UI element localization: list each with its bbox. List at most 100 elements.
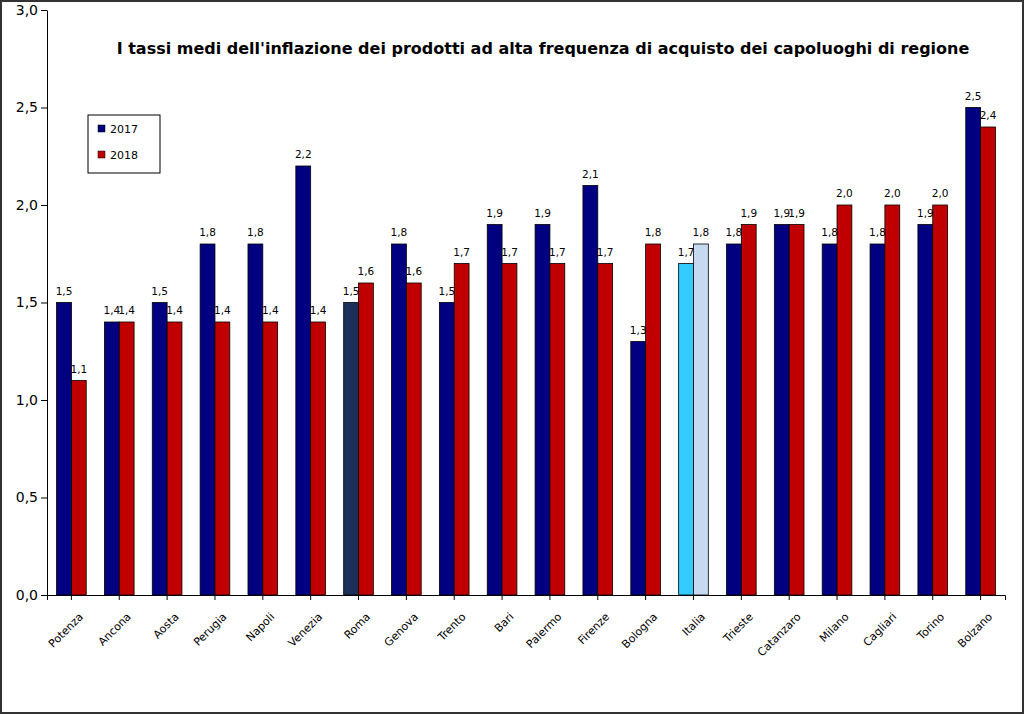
data-label: 1,4: [214, 304, 231, 316]
bar: [71, 381, 86, 596]
data-label: 1,9: [788, 207, 805, 219]
x-axis-line: [48, 596, 1006, 601]
legend-label: 2017: [110, 123, 138, 136]
bar: [104, 322, 119, 595]
bar: [215, 322, 230, 595]
bar: [502, 264, 517, 596]
bar: [359, 283, 374, 595]
data-label: 1,8: [869, 226, 886, 238]
x-tick-label: Aosta: [151, 610, 182, 641]
data-label: 1,9: [917, 207, 934, 219]
y-tick-label: 1,5: [16, 294, 38, 310]
x-tick-mark: [167, 595, 168, 600]
bar: [583, 186, 598, 596]
x-tick: Genova: [382, 595, 421, 649]
x-tick-label: Bolzano: [955, 610, 995, 650]
x-tick-mark: [645, 595, 646, 600]
y-tick: 0,0: [16, 587, 47, 603]
x-tick-label: Torino: [914, 610, 947, 643]
data-label: 1,9: [486, 207, 503, 219]
data-label: 1,5: [343, 285, 360, 297]
x-tick-mark: [980, 595, 981, 600]
legend-box: [88, 115, 160, 173]
x-tick-mark: [262, 595, 263, 600]
x-tick-mark: [932, 595, 933, 600]
bar: [487, 225, 502, 596]
x-tick-label: Potenza: [46, 610, 86, 650]
x-tick-mark: [310, 595, 311, 600]
y-tick-mark: [41, 205, 47, 206]
title: I tassi medi dell'inflazione dei prodott…: [117, 39, 970, 58]
bar: [679, 264, 694, 596]
bar: [870, 244, 885, 595]
data-label: 2,0: [884, 187, 901, 199]
bar: [885, 205, 900, 595]
x-tick-label: Cagliari: [861, 610, 900, 649]
x-tick: Venezia: [286, 595, 325, 650]
x-tick-label: Roma: [342, 610, 373, 641]
x-tick-label: Palermo: [524, 610, 565, 651]
y-tick-mark: [41, 498, 47, 499]
data-label: 1,8: [247, 226, 264, 238]
data-label: 1,7: [597, 246, 614, 258]
y-tick-mark: [41, 108, 47, 109]
bar: [263, 322, 278, 595]
bar: [535, 225, 550, 596]
x-tick-mark: [884, 595, 885, 600]
chart: 1,51,41,51,81,82,21,51,81,51,91,92,11,31…: [0, 0, 1024, 714]
x-tick: Roma: [342, 595, 373, 642]
x-tick-label: Firenze: [575, 610, 612, 647]
y-tick-label: 0,5: [16, 489, 38, 505]
x-tick-label: Trieste: [720, 610, 756, 646]
bar: [296, 166, 311, 595]
x-tick: Palermo: [524, 595, 565, 651]
data-label: 1,5: [438, 285, 455, 297]
data-label: 1,8: [726, 226, 743, 238]
data-label: 1,8: [693, 226, 710, 238]
data-label: 1,3: [630, 324, 647, 336]
x-tick: Cagliari: [861, 595, 900, 649]
x-tick-label: Venezia: [286, 610, 325, 649]
data-label: 2,5: [965, 90, 982, 102]
y-tick: 1,0: [16, 392, 47, 408]
y-tick-mark: [41, 595, 47, 596]
bars: [57, 108, 996, 596]
x-tick-label: Italia: [680, 610, 708, 638]
y-axis-line: [47, 11, 48, 596]
bar: [550, 264, 565, 596]
x-tick-mark: [214, 595, 215, 600]
bar: [167, 322, 182, 595]
x-tick-label: Bologna: [619, 610, 660, 651]
y-tick: 3,0: [16, 2, 47, 18]
x-tick-mark: [358, 595, 359, 600]
x-tick-label: Catanzaro: [755, 610, 804, 659]
legend-swatch: [98, 125, 105, 132]
x-tick: Catanzaro: [755, 595, 804, 659]
data-label: 1,7: [453, 246, 470, 258]
data-label: 1,8: [391, 226, 408, 238]
data-label: 1,7: [678, 246, 695, 258]
x-tick-mark: [71, 595, 72, 600]
bar: [248, 244, 263, 595]
y-tick-mark: [41, 400, 47, 401]
x-tick-mark: [454, 595, 455, 600]
data-label: 1,4: [118, 304, 135, 316]
bar: [598, 264, 613, 596]
y-tick-label: 2,0: [16, 197, 38, 213]
y-tick-label: 3,0: [16, 2, 38, 18]
legend-swatch: [98, 151, 105, 158]
plot-area: 1,51,41,51,81,82,21,51,81,51,91,92,11,31…: [16, 2, 1006, 659]
x-tick: Napoli: [244, 595, 278, 644]
y-tick: 2,5: [16, 99, 47, 115]
bar: [646, 244, 661, 595]
x-tick-label: Trento: [435, 610, 469, 644]
bar: [822, 244, 837, 595]
x-tick-label: Bari: [492, 610, 517, 635]
bar: [406, 283, 421, 595]
x-tick: Bari: [492, 595, 517, 635]
data-label: 2,0: [836, 187, 853, 199]
bar: [311, 322, 326, 595]
bar: [344, 303, 359, 596]
bar: [966, 108, 981, 596]
bar: [837, 205, 852, 595]
